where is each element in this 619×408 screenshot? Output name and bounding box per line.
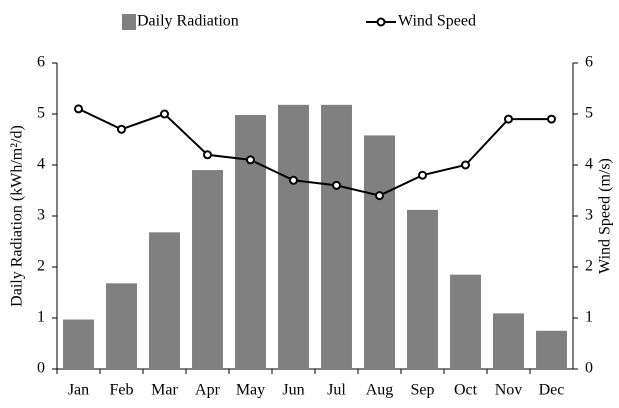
bar (450, 274, 481, 369)
y-tick-label: 2 (37, 258, 45, 275)
bar (407, 209, 438, 369)
bar (493, 313, 524, 369)
line-marker (547, 114, 556, 124)
x-tick-label: Dec (539, 382, 565, 399)
y2-tick-label: 4 (585, 156, 593, 173)
y2-tick-label: 2 (585, 258, 593, 275)
bar (149, 232, 180, 369)
line-marker (289, 175, 298, 185)
line-marker (504, 114, 513, 124)
y-tick-label: 1 (37, 309, 45, 326)
y-tick-label: 5 (37, 105, 45, 122)
bar (235, 115, 266, 370)
x-tick-label: Aug (366, 382, 394, 399)
y-axis-label: Daily Radiation (kWh/m²/d) (9, 125, 26, 307)
y-tick-label: 4 (37, 156, 45, 173)
legend-label: Daily Radiation (137, 13, 239, 30)
line-marker (74, 104, 83, 114)
bar (364, 135, 395, 369)
y2-tick-label: 5 (585, 105, 593, 122)
bar (192, 170, 223, 369)
bar (106, 283, 137, 369)
y2-tick-label: 6 (585, 54, 593, 71)
x-tick-label: Apr (195, 382, 221, 399)
y2-axis-label: Wind Speed (m/s) (597, 158, 614, 274)
y-tick-label: 6 (37, 54, 45, 71)
line-marker (203, 150, 212, 160)
y2-tick-label: 1 (585, 309, 593, 326)
y2-tick-label: 0 (585, 360, 593, 377)
x-tick-label: Sep (411, 382, 435, 399)
bar (536, 330, 567, 369)
x-tick-label: Oct (454, 382, 478, 399)
x-tick-label: May (236, 382, 265, 399)
bar (321, 104, 352, 369)
y2-tick-label: 3 (585, 207, 593, 224)
bar (63, 319, 94, 369)
x-tick-label: Feb (110, 382, 134, 399)
x-tick-label: Jul (327, 382, 346, 399)
legend-marker (376, 17, 386, 27)
line-marker (418, 170, 427, 180)
line (78, 107, 552, 197)
x-tick-label: Mar (151, 382, 178, 399)
bar (278, 104, 309, 369)
y-tick-label: 0 (37, 360, 45, 377)
line-marker (461, 160, 470, 170)
legend-swatch (122, 14, 136, 30)
line-marker (117, 124, 126, 134)
line-marker (160, 109, 169, 119)
x-tick-label: Jan (68, 382, 89, 399)
y-tick-label: 3 (37, 207, 45, 224)
line-marker (332, 180, 341, 190)
x-tick-label: Jun (282, 382, 304, 399)
line-marker (246, 155, 255, 165)
line-marker (375, 191, 384, 201)
legend-label: Wind Speed (398, 13, 476, 30)
x-tick-label: Nov (495, 382, 523, 399)
